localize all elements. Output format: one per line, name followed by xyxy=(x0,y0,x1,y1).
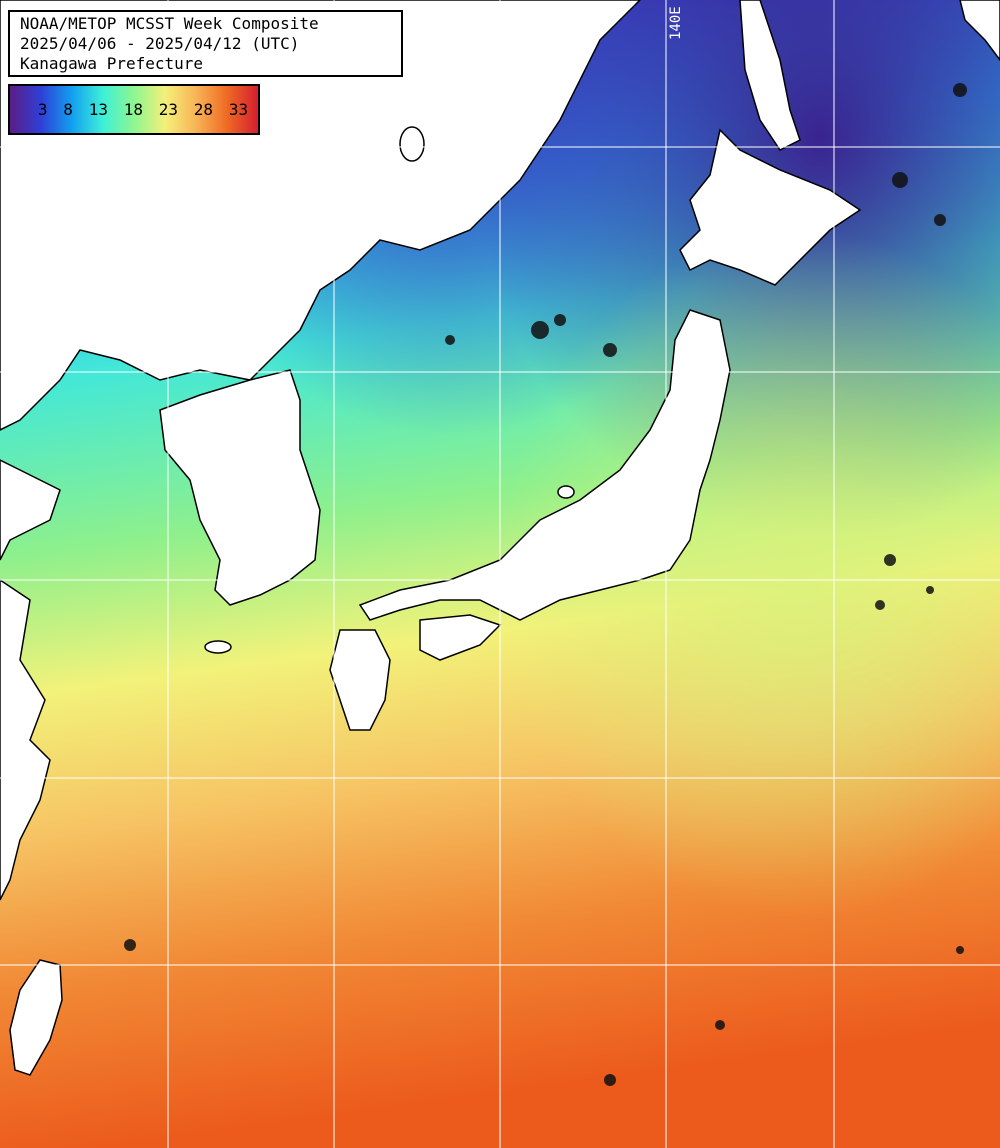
lat-label-40n: 40N xyxy=(14,353,40,369)
title-line-1: NOAA/METOP MCSST Week Composite xyxy=(20,14,319,33)
temperature-scale: 3 8 13 18 23 28 33 xyxy=(8,84,260,135)
cloud-gaps xyxy=(124,83,967,1086)
scale-label: 8 xyxy=(63,100,73,119)
title-box: NOAA/METOP MCSST Week Composite 2025/04/… xyxy=(8,10,403,77)
taiwan xyxy=(9,959,63,1076)
honshu xyxy=(358,309,731,621)
north-island xyxy=(399,126,425,162)
scale-label: 33 xyxy=(228,100,249,119)
scale-label: 23 xyxy=(158,100,179,119)
jeju-island xyxy=(204,640,232,654)
korea-peninsula xyxy=(159,369,321,606)
sado-island xyxy=(557,485,575,499)
lon-label-140e: 140E xyxy=(668,6,684,40)
shikoku xyxy=(419,614,502,661)
kuril-land xyxy=(959,0,1000,62)
hokkaido xyxy=(679,128,862,286)
scale-label: 3 xyxy=(37,100,48,119)
scale-label: 18 xyxy=(123,100,143,119)
scale-label: 13 xyxy=(88,100,108,119)
sakhalin xyxy=(739,0,801,151)
kyushu xyxy=(329,629,391,731)
china-coast xyxy=(0,459,61,901)
scale-label: 28 xyxy=(193,100,214,119)
title-line-2: 2025/04/06 - 2025/04/12 (UTC) xyxy=(20,34,300,53)
title-line-3: Kanagawa Prefecture xyxy=(20,54,204,73)
